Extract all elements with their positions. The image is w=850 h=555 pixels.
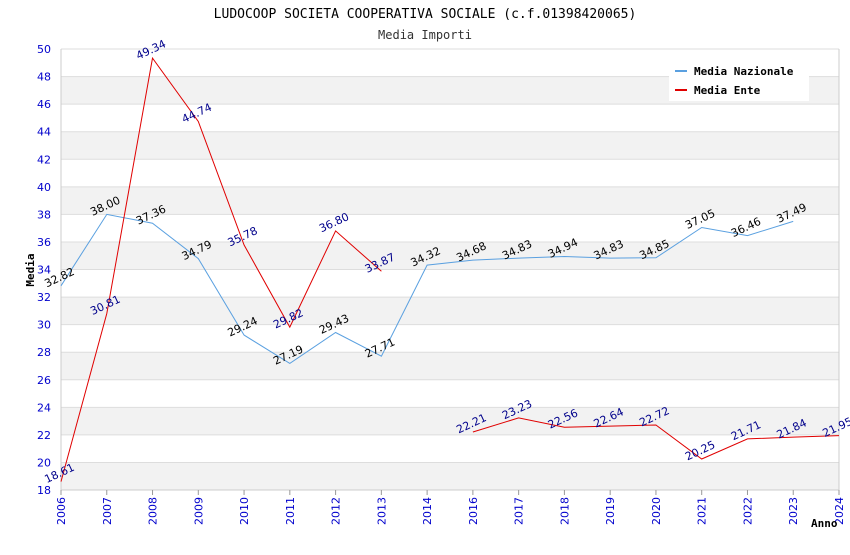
legend-label-ente: Media Ente [694, 84, 761, 97]
data-label-ente: 49.34 [134, 37, 168, 62]
y-tick-label: 28 [37, 346, 51, 359]
y-tick-label: 24 [37, 401, 51, 414]
grid-band [61, 407, 839, 435]
legend-label-nazionale: Media Nazionale [694, 65, 794, 78]
grid-band [61, 297, 839, 325]
x-tick-label: 2008 [147, 497, 160, 525]
y-tick-label: 20 [37, 456, 51, 469]
x-tick-label: 2024 [833, 497, 846, 525]
x-tick-label: 2010 [238, 497, 251, 525]
x-tick-label: 2012 [330, 497, 343, 525]
grid-band [61, 241, 839, 270]
y-tick-label: 48 [37, 71, 51, 84]
y-tick-label: 26 [37, 374, 51, 387]
legend-box [669, 60, 809, 101]
x-tick-label: 2017 [513, 497, 526, 525]
x-tick-label: 2007 [101, 497, 114, 525]
y-tick-label: 38 [37, 208, 51, 221]
y-axis-ticks: 18 20 22 24 26 28 30 32 34 36 38 40 42 44 46 48 50 [37, 43, 51, 497]
x-axis-label: Anno [811, 517, 838, 530]
y-tick-label: 22 [37, 429, 51, 442]
chart-title: LUDOCOOP SOCIETA COOPERATIVA SOCIALE (c.… [214, 7, 637, 22]
y-tick-label: 40 [37, 181, 51, 194]
x-tick-label: 2021 [696, 497, 709, 525]
x-axis-ticks: 2006 2007 2008 2009 2010 2011 2012 2013 2014 2016… [55, 490, 846, 525]
x-tick-label: 2006 [55, 497, 68, 525]
y-tick-label: 46 [37, 98, 51, 111]
grid-bands [61, 76, 839, 490]
series-line-nazionale [60, 213, 794, 364]
grid-band [61, 352, 839, 380]
x-tick-label: 2011 [284, 497, 297, 525]
grid-band [61, 131, 839, 160]
x-tick-label: 2022 [741, 497, 754, 525]
grid-band [61, 186, 839, 215]
x-tick-label: 2023 [787, 497, 800, 525]
y-tick-label: 50 [37, 43, 51, 56]
y-tick-label: 34 [37, 264, 51, 277]
y-tick-label: 30 [37, 319, 51, 332]
y-tick-label: 44 [37, 126, 51, 139]
y-tick-label: 42 [37, 153, 51, 166]
chart-subtitle: Media Importi [378, 28, 472, 42]
x-tick-label: 2016 [467, 497, 480, 525]
x-tick-label: 2014 [421, 497, 434, 525]
y-tick-label: 32 [37, 291, 51, 304]
x-tick-label: 2018 [558, 497, 571, 525]
data-label-nazionale: 36.46 [729, 215, 763, 240]
x-tick-label: 2013 [375, 497, 388, 525]
grid-band [61, 462, 839, 490]
grid-lines [60, 48, 840, 491]
data-label-ente: 20.25 [683, 438, 717, 463]
y-tick-label: 36 [37, 236, 51, 249]
x-tick-label: 2009 [192, 497, 205, 525]
x-tick-label: 2019 [604, 497, 617, 525]
x-tick-label: 2020 [650, 497, 663, 525]
legend: Media Nazionale Media Ente [669, 60, 809, 101]
y-tick-label: 18 [37, 484, 51, 497]
series-line-ente [60, 56, 382, 482]
series-lines [60, 56, 840, 482]
y-axis-label: Media [24, 253, 37, 286]
series-line-ente [472, 417, 840, 460]
